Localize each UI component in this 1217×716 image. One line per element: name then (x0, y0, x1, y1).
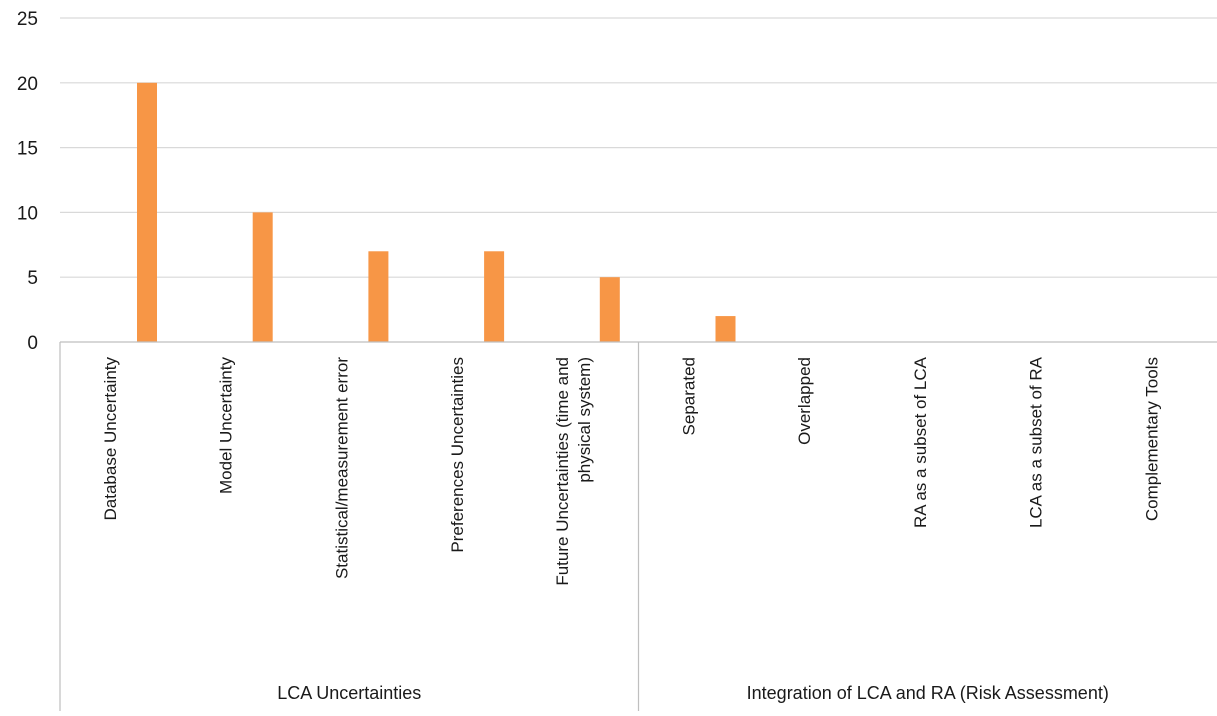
group-label: Integration of LCA and RA (Risk Assessme… (747, 683, 1109, 703)
x-tick-label-line: Future Uncertainties (time and (553, 357, 572, 586)
x-tick-label: Separated (680, 357, 699, 435)
bar-3 (368, 251, 389, 342)
x-tick-label: RA as a subset of LCA (911, 356, 930, 528)
x-tick-label-line: Database Uncertainty (101, 357, 120, 521)
bar-1 (137, 82, 157, 343)
bar-5 (599, 277, 620, 342)
y-tick-label: 5 (27, 268, 38, 289)
x-tick-label: LCA as a subset of RA (1027, 356, 1046, 528)
x-tick-label: Complementary Tools (1142, 357, 1161, 521)
x-tick-label-line: physical system) (575, 357, 594, 483)
group-label: LCA Uncertainties (277, 683, 421, 703)
x-tick-label: Statistical/measurement error (332, 357, 351, 579)
x-tick-label-line: Preferences Uncertainties (448, 357, 467, 553)
x-tick-label-line: RA as a subset of LCA (911, 356, 930, 528)
x-tick-label: Preferences Uncertainties (448, 357, 467, 553)
category-groups: LCA Uncertainties Integration of LCA and … (59, 342, 1109, 711)
x-axis: Database Uncertainty Model Uncertainty Sta… (60, 341, 1217, 586)
x-tick-label-line: Separated (680, 357, 699, 435)
bar-6 (715, 316, 736, 342)
bar-2 (252, 212, 273, 342)
y-axis: 0 5 10 15 20 25 (17, 9, 38, 354)
x-tick-label: Model Uncertainty (217, 357, 236, 495)
x-tick-label-line: Statistical/measurement error (332, 357, 351, 579)
x-tick-label-line: Overlapped (795, 357, 814, 445)
x-tick-label-line: LCA as a subset of RA (1027, 356, 1046, 528)
y-tick-label: 25 (17, 9, 38, 30)
y-tick-label: 0 (27, 333, 38, 354)
y-tick-label: 10 (17, 203, 38, 224)
x-tick-label: Database Uncertainty (101, 357, 120, 521)
x-tick-label: Future Uncertainties (time and physical s… (553, 357, 594, 586)
bar-4 (484, 251, 505, 342)
bars (137, 82, 736, 343)
x-tick-label-line: Model Uncertainty (217, 357, 236, 495)
y-tick-label: 20 (17, 74, 38, 95)
x-tick-label-line: Complementary Tools (1142, 357, 1161, 521)
gridlines (60, 17, 1217, 278)
x-tick-label: Overlapped (795, 357, 814, 445)
y-tick-label: 15 (17, 139, 38, 160)
